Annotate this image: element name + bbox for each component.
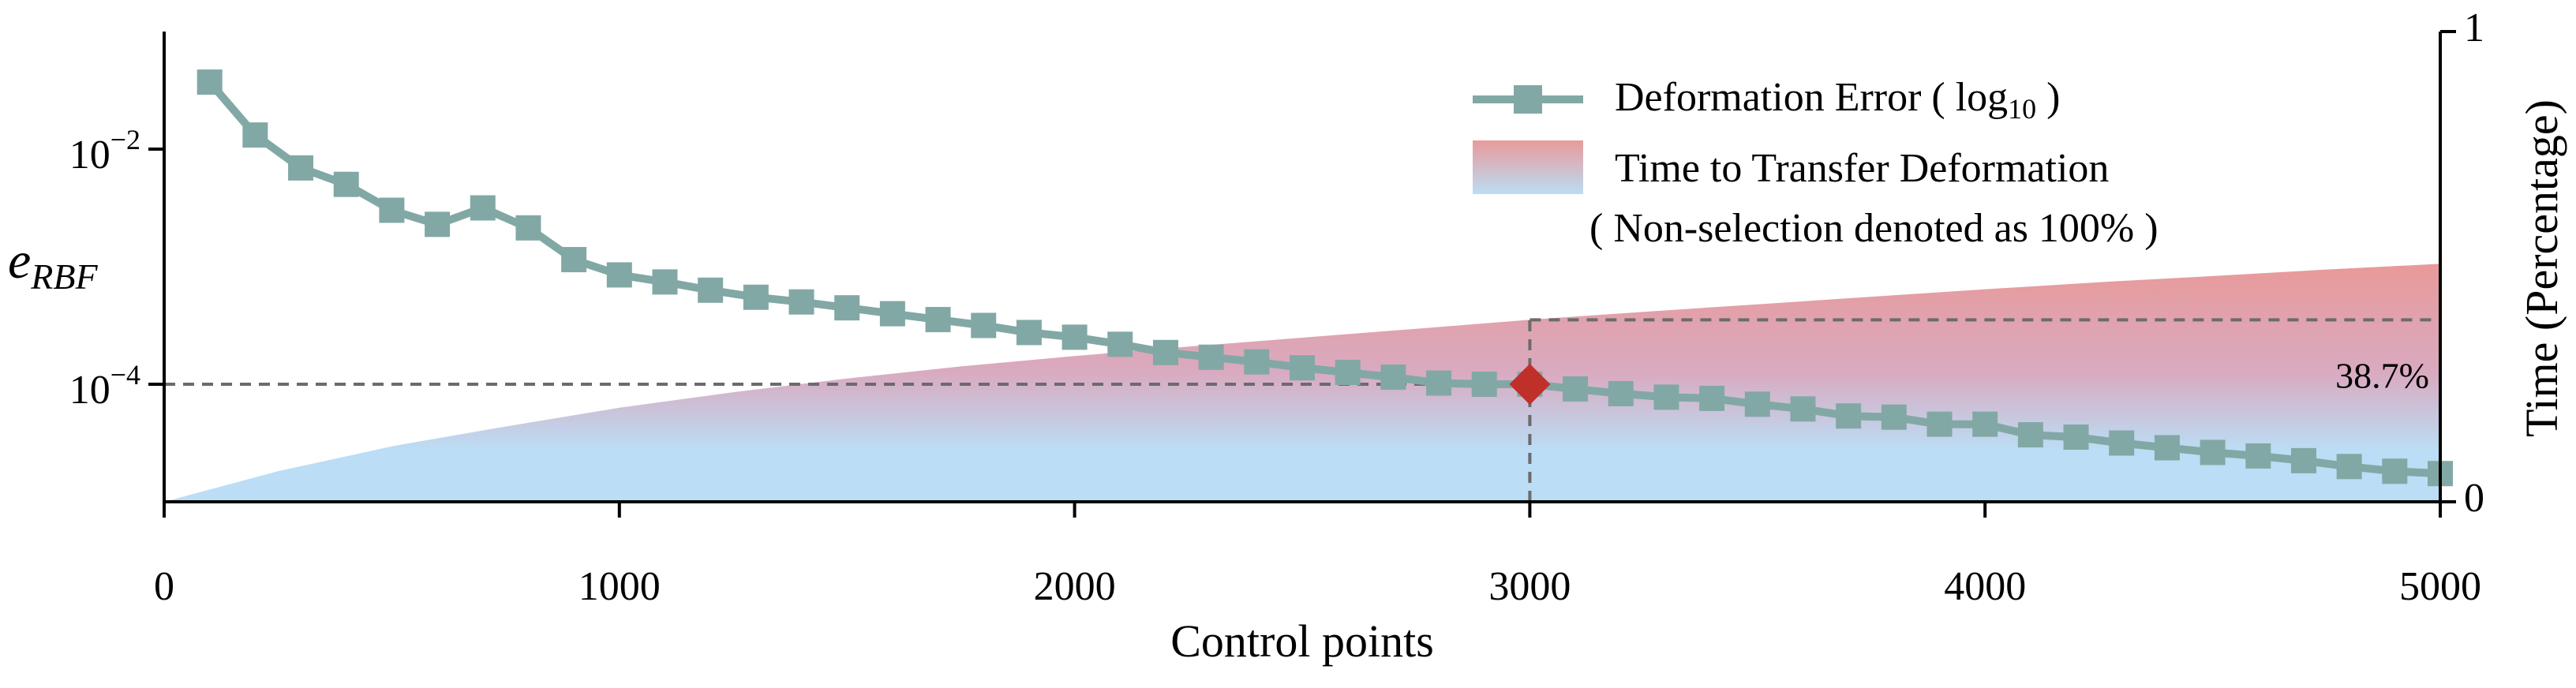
y-left-tick-label: 10−2 [69,124,140,178]
legend-error-sub: 10 [2008,93,2036,125]
error-marker [561,247,587,273]
legend-time-label: Time to Transfer Deformation [1615,146,2109,191]
legend-error-main: Deformation Error ( log [1615,75,2008,120]
error-marker [834,295,860,321]
legend-error-label: Deformation Error ( log10 ) [1615,75,2061,125]
error-marker [2245,443,2271,469]
error-marker [333,171,359,197]
error-marker [971,312,997,338]
tick-base: 10 [69,368,110,413]
error-marker [606,262,632,288]
error-marker [879,301,905,327]
x-tick-label: 5000 [2399,564,2481,609]
error-marker [1790,396,1816,422]
error-marker [2017,422,2043,448]
tick-exponent: −4 [110,359,140,391]
x-axis-title: Control points [1170,615,1434,667]
y-right-ticks: 01 [2440,6,2484,521]
error-marker [652,269,678,295]
error-marker [1563,376,1589,402]
error-marker [743,284,769,310]
legend-error-tail: ) [2036,75,2060,120]
error-marker [1107,331,1133,357]
error-marker [2290,447,2316,473]
y-left-axis-title-base: e [8,232,31,290]
error-marker [2109,430,2135,456]
highlight-diamond [1509,364,1551,405]
error-marker [1836,403,1862,429]
error-marker [1608,380,1634,406]
tick-exponent: −2 [110,124,140,155]
x-tick-label: 1000 [578,564,661,609]
reference-lines [164,318,2440,502]
error-marker [2154,435,2180,461]
error-marker [2063,424,2089,451]
y-right-tick-label: 1 [2464,6,2484,50]
error-marker [2200,439,2226,466]
y-left-ticks: 10−210−4 [69,124,164,413]
legend-error-marker [1514,85,1542,114]
tick-base: 10 [69,133,110,178]
error-marker [1380,365,1406,391]
error-marker [1926,411,1953,437]
error-marker [1290,355,1315,381]
error-marker [1426,370,1452,396]
error-marker [470,195,496,221]
error-marker [425,211,451,237]
error-marker [2382,458,2408,484]
error-marker [1152,339,1178,365]
highlight-label: 38.7% [2335,355,2429,395]
legend-time-swatch [1473,140,1583,194]
error-markers [197,69,2453,487]
legend: Deformation Error ( log10 ) Time to Tran… [1473,75,2159,251]
error-marker [1881,404,1907,430]
y-left-axis-title: eRBF [8,232,98,297]
error-marker [1198,344,1224,370]
error-marker [698,277,724,303]
error-marker [2336,454,2362,480]
x-tick-label: 2000 [1034,564,1116,609]
error-marker [515,215,541,241]
error-marker [1335,360,1361,386]
y-left-axis-title-subscript: RBF [30,256,98,297]
y-right-tick-label: 0 [2464,476,2484,521]
error-marker [288,155,314,181]
error-marker [1016,320,1042,346]
error-marker [379,197,405,223]
error-marker [788,289,814,315]
y-left-tick-label: 10−4 [69,359,140,413]
x-tick-label: 4000 [1944,564,2026,609]
y-right-axis-title: Time (Percentage) [2516,99,2567,437]
error-marker [1471,372,1497,397]
x-tick-label: 0 [154,564,174,609]
error-marker [1972,411,1998,437]
error-marker [1653,384,1679,410]
error-marker [197,69,223,95]
legend-note: ( Non-selection denoted as 100% ) [1589,206,2159,251]
axes-frame [163,32,2442,503]
error-marker [242,122,268,148]
x-tick-label: 3000 [1488,564,1571,609]
error-marker [1744,391,1770,417]
error-marker [1244,349,1270,375]
error-marker [1061,324,1088,350]
error-marker [925,307,951,333]
error-marker [1699,385,1725,411]
x-ticks: 0 1000 2000 3000 4000 5000 [154,502,2481,609]
